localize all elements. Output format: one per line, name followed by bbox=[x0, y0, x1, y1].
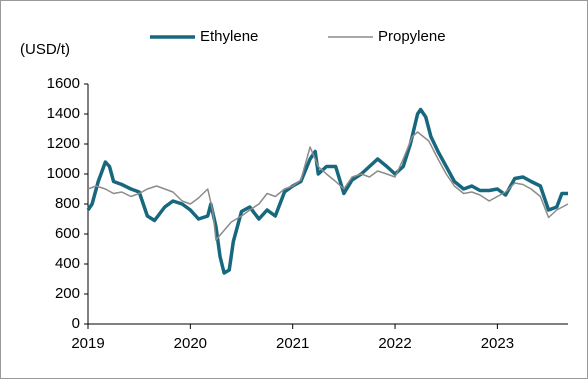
y-tick-label: 0 bbox=[72, 315, 80, 332]
x-tick-label: 2022 bbox=[378, 335, 411, 352]
y-tick-label: 600 bbox=[55, 225, 80, 242]
x-tick-label: 2023 bbox=[481, 335, 514, 352]
y-axis-label: (USD/t) bbox=[20, 41, 70, 58]
x-tick-label: 2020 bbox=[174, 335, 207, 352]
y-tick-label: 200 bbox=[55, 285, 80, 302]
x-tick-label: 2021 bbox=[276, 335, 309, 352]
y-tick-label: 1000 bbox=[47, 165, 80, 182]
y-tick-label: 800 bbox=[55, 195, 80, 212]
line-series bbox=[87, 131, 569, 241]
legend-label: Ethylene bbox=[200, 28, 258, 45]
y-tick-label: 400 bbox=[55, 255, 80, 272]
y-tick-label: 1400 bbox=[47, 105, 80, 122]
y-tick-label: 1600 bbox=[47, 75, 80, 92]
x-tick-label: 2019 bbox=[71, 335, 104, 352]
y-tick-label: 1200 bbox=[47, 135, 80, 152]
legend-label: Propylene bbox=[378, 28, 446, 45]
